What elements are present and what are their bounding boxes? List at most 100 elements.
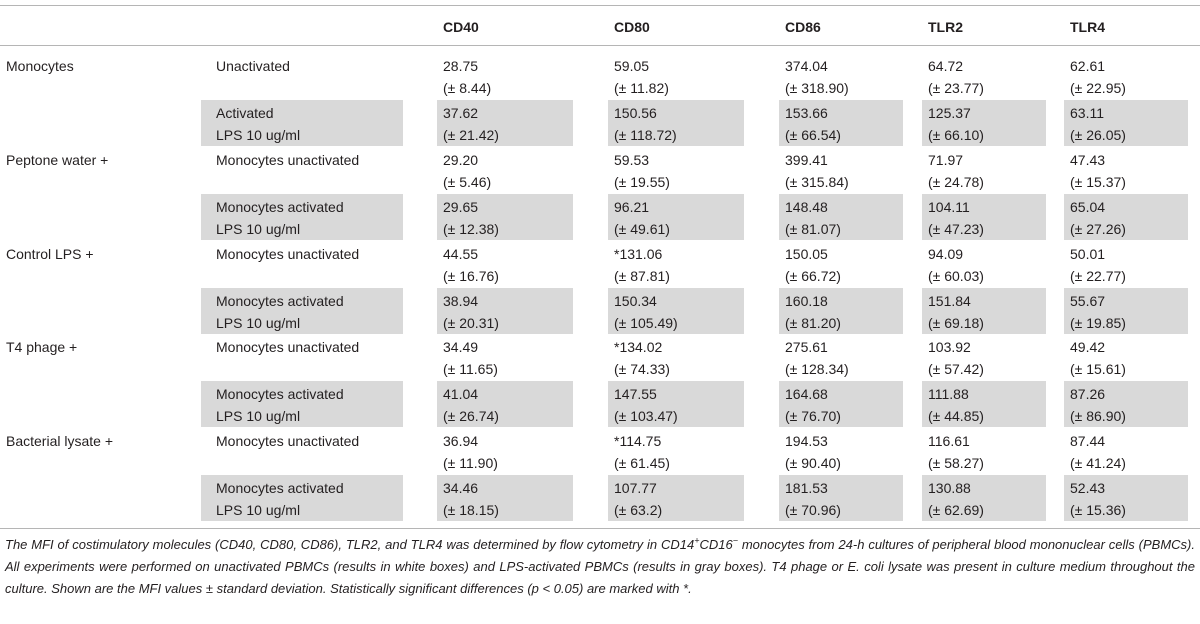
sd-value: (± 22.95) — [1070, 80, 1126, 96]
sd-value: (± 70.96) — [785, 502, 841, 518]
mfi-value: 374.04 — [785, 58, 828, 74]
gray-box — [779, 381, 903, 427]
mfi-value: 164.68 — [785, 386, 828, 402]
table-header-rule — [0, 45, 1200, 46]
mfi-value: 38.94 — [443, 293, 479, 309]
gray-box — [779, 475, 903, 521]
row-condition-label: LPS 10 ug/ml — [216, 502, 301, 518]
gray-box — [922, 381, 1046, 427]
sd-value: (± 21.42) — [443, 127, 499, 143]
row-condition-label: Activated — [216, 105, 274, 121]
sd-value: (± 5.46) — [443, 174, 492, 190]
gray-box — [779, 194, 903, 240]
gray-box — [608, 381, 744, 427]
sd-value: (± 12.38) — [443, 221, 499, 237]
col-header-tlr4: TLR4 — [1070, 19, 1105, 35]
mfi-value: 29.65 — [443, 199, 479, 215]
mfi-value: 63.11 — [1070, 105, 1104, 121]
sd-value: (± 23.77) — [928, 80, 984, 96]
sd-value: (± 24.78) — [928, 174, 984, 190]
row-group-label: Monocytes — [6, 58, 74, 74]
sd-value: (± 61.45) — [614, 455, 670, 471]
table-top-rule — [0, 5, 1200, 6]
mfi-value: 64.72 — [928, 58, 964, 74]
mfi-value: 104.11 — [928, 199, 970, 215]
gray-box — [1064, 100, 1188, 146]
mfi-value: 94.09 — [928, 246, 964, 262]
row-condition-label: Monocytes unactivated — [216, 152, 360, 168]
mfi-value: 275.61 — [785, 339, 828, 355]
mfi-value: 44.55 — [443, 246, 479, 262]
row-condition-label: Monocytes activated — [216, 480, 344, 496]
sd-value: (± 19.55) — [614, 174, 670, 190]
col-header-cd40: CD40 — [443, 19, 479, 35]
mfi-value: 65.04 — [1070, 199, 1106, 215]
sd-value: (± 26.74) — [443, 408, 499, 424]
mfi-value: 153.66 — [785, 105, 828, 121]
sd-value: (± 103.47) — [614, 408, 678, 424]
col-header-cd86: CD86 — [785, 19, 821, 35]
gray-box — [922, 475, 1046, 521]
gray-box — [608, 194, 744, 240]
mfi-value: 71.97 — [928, 152, 964, 168]
sd-value: (± 15.37) — [1070, 174, 1126, 190]
sd-value: (± 81.20) — [785, 315, 841, 331]
mfi-value: 34.46 — [443, 480, 479, 496]
table-caption: The MFI of costimulatory molecules (CD40… — [5, 535, 1195, 596]
mfi-value: 29.20 — [443, 152, 479, 168]
mfi-value: 87.26 — [1070, 386, 1106, 402]
row-group-label: Peptone water + — [6, 152, 109, 168]
row-condition-label: LPS 10 ug/ml — [216, 221, 301, 237]
mfi-value: 50.01 — [1070, 246, 1106, 262]
gray-box — [608, 288, 744, 334]
mfi-value: 62.61 — [1070, 58, 1106, 74]
mfi-value: 116.61 — [928, 433, 970, 449]
mfi-value: 34.49 — [443, 339, 479, 355]
mfi-value: 52.43 — [1070, 480, 1106, 496]
sd-value: (± 20.31) — [443, 315, 499, 331]
mfi-value: 87.44 — [1070, 433, 1106, 449]
mfi-value: *134.02 — [614, 339, 663, 355]
mfi-value: 148.48 — [785, 199, 828, 215]
sd-value: (± 66.10) — [928, 127, 984, 143]
sd-value: (± 27.26) — [1070, 221, 1126, 237]
sd-value: (± 47.23) — [928, 221, 984, 237]
gray-box — [437, 194, 573, 240]
mfi-value: 150.56 — [614, 105, 657, 121]
sd-value: (± 19.85) — [1070, 315, 1126, 331]
sd-value: (± 318.90) — [785, 80, 849, 96]
mfi-value: 130.88 — [928, 480, 971, 496]
row-condition-label: LPS 10 ug/ml — [216, 315, 301, 331]
sd-value: (± 87.81) — [614, 268, 670, 284]
sd-value: (± 26.05) — [1070, 127, 1126, 143]
sd-value: (± 16.76) — [443, 268, 499, 284]
row-condition-label: Monocytes unactivated — [216, 433, 360, 449]
row-condition-label: LPS 10 ug/ml — [216, 408, 301, 424]
col-header-cd80: CD80 — [614, 19, 650, 35]
mfi-value: 181.53 — [785, 480, 828, 496]
mfi-value: *114.75 — [614, 433, 662, 449]
sd-value: (± 74.33) — [614, 361, 670, 377]
row-group-label: T4 phage + — [6, 339, 78, 355]
sd-value: (± 22.77) — [1070, 268, 1126, 284]
sd-value: (± 81.07) — [785, 221, 841, 237]
sd-value: (± 44.85) — [928, 408, 984, 424]
mfi-value: 160.18 — [785, 293, 828, 309]
sd-value: (± 66.54) — [785, 127, 841, 143]
sd-value: (± 18.15) — [443, 502, 499, 518]
gray-box — [437, 475, 573, 521]
row-condition-label: LPS 10 ug/ml — [216, 127, 301, 143]
sd-value: (± 60.03) — [928, 268, 984, 284]
sd-value: (± 11.90) — [443, 455, 498, 471]
sd-value: (± 118.72) — [614, 127, 677, 143]
mfi-value: 147.55 — [614, 386, 657, 402]
gray-box — [201, 475, 403, 521]
sd-value: (± 58.27) — [928, 455, 984, 471]
gray-box — [1064, 381, 1188, 427]
sd-value: (± 57.42) — [928, 361, 984, 377]
sd-value: (± 76.70) — [785, 408, 841, 424]
mfi-value: 399.41 — [785, 152, 828, 168]
mfi-value: 96.21 — [614, 199, 650, 215]
gray-box — [201, 381, 403, 427]
gray-box — [437, 381, 573, 427]
